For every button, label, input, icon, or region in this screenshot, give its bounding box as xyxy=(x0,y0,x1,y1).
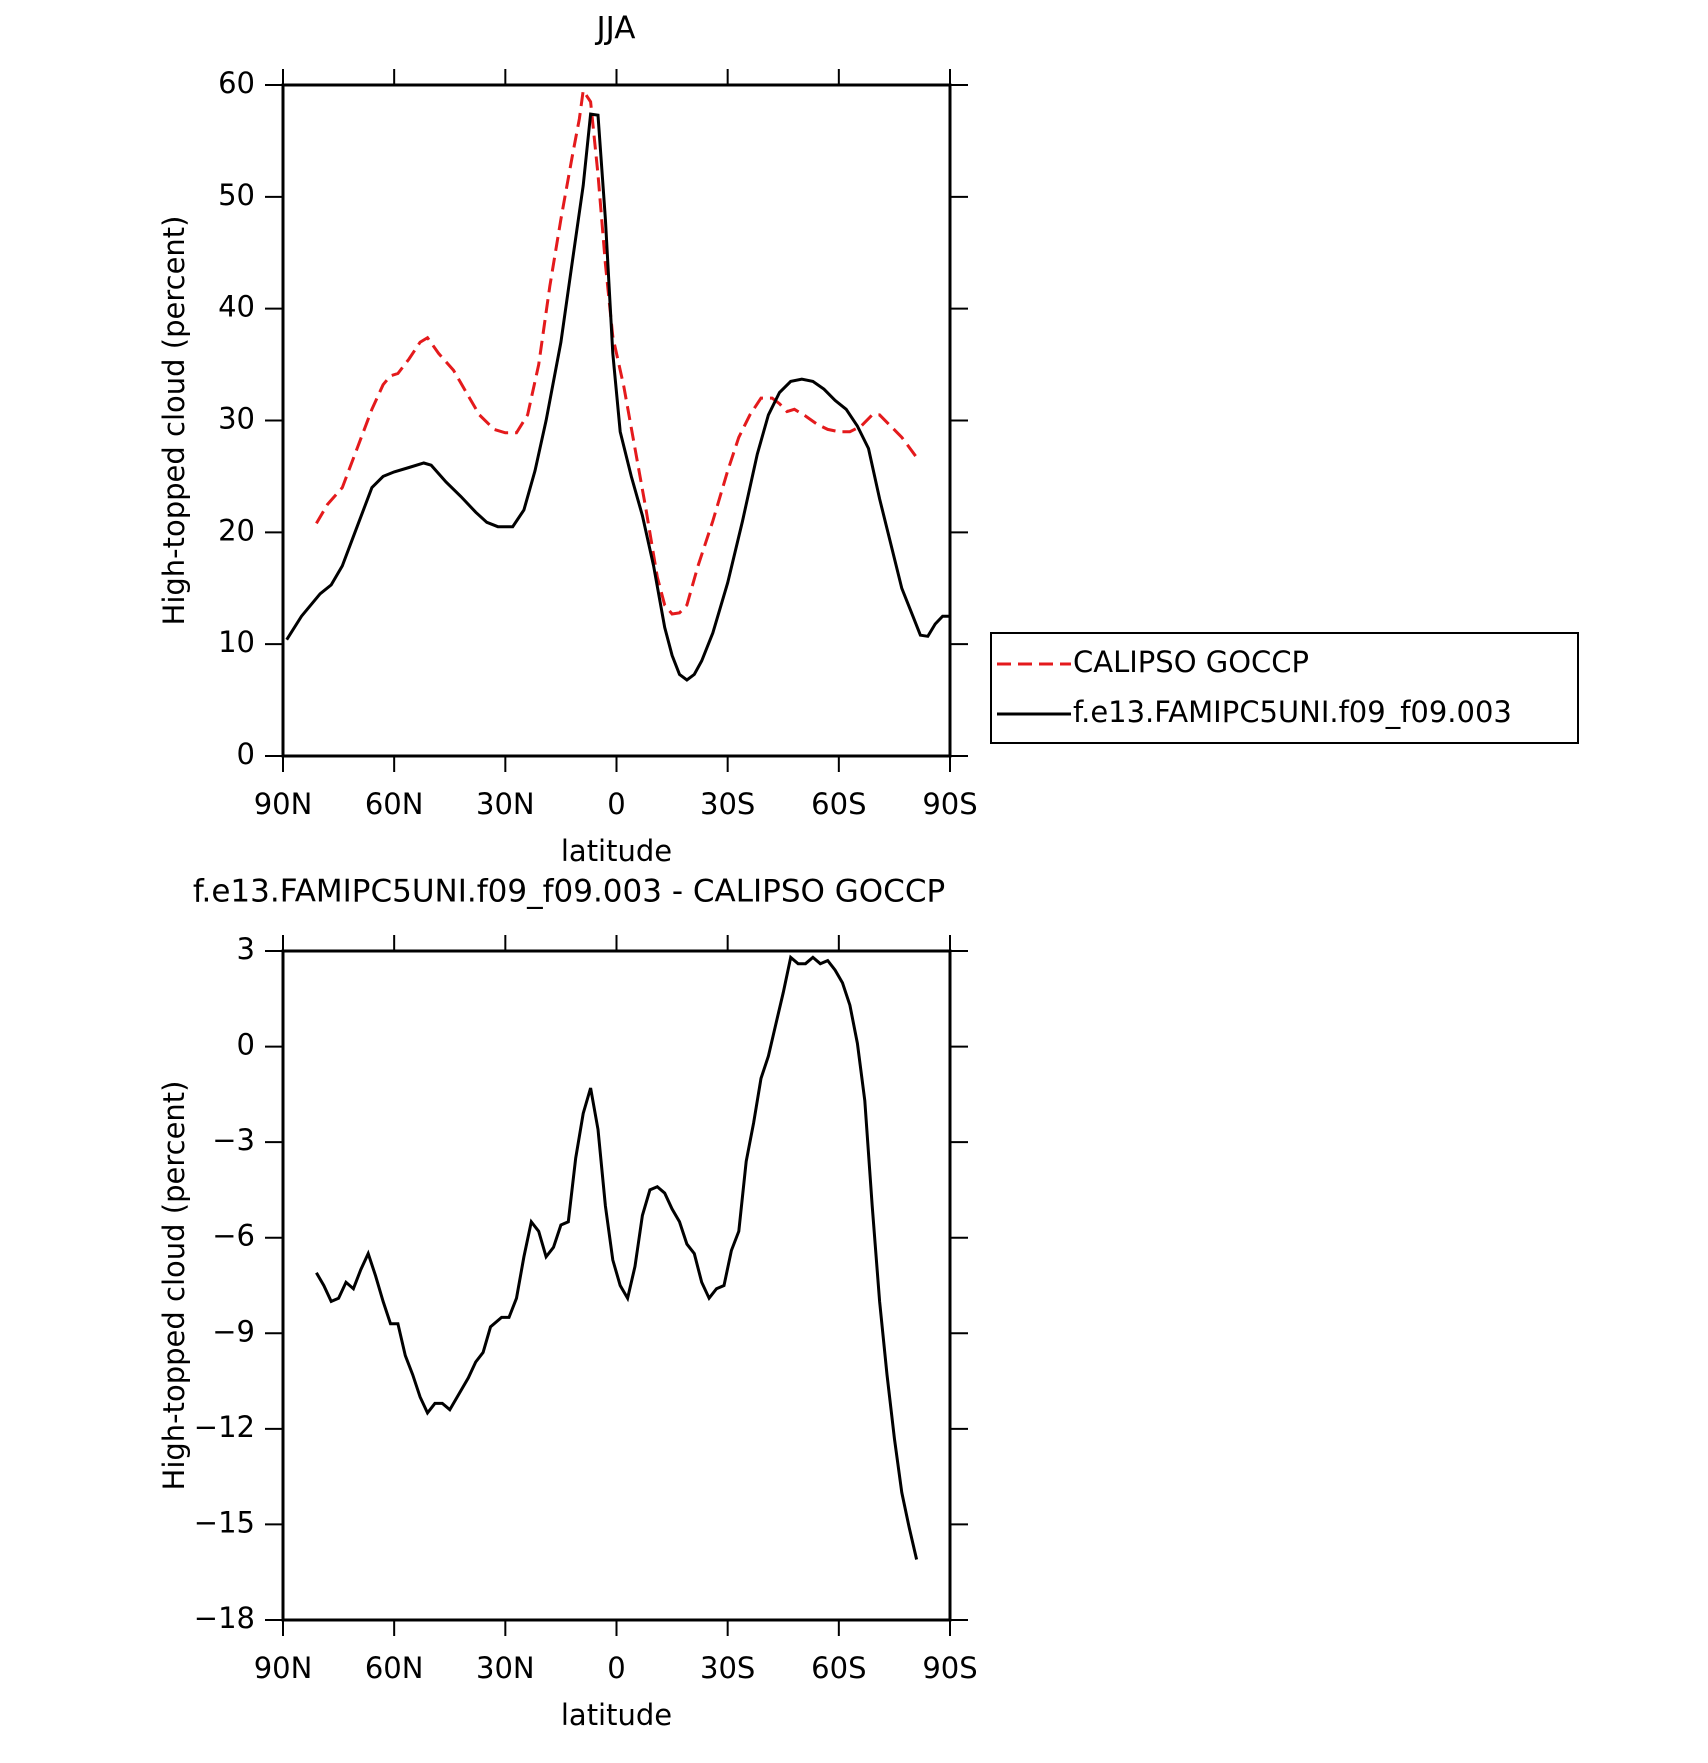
x-tick-label: 0 xyxy=(607,1651,625,1685)
data-line xyxy=(315,954,919,1560)
x-tick-label: 60S xyxy=(811,1651,866,1685)
x-tick-label: 60S xyxy=(811,787,866,821)
y-axis-label: High-topped cloud (percent) xyxy=(157,216,191,626)
x-tick-label: 0 xyxy=(607,787,625,821)
chart-title: JJA xyxy=(595,11,636,47)
x-tick-label: 30S xyxy=(700,787,755,821)
x-tick-label: 90N xyxy=(254,1651,313,1685)
y-tick-label: 0 xyxy=(237,737,255,771)
y-tick-label: −12 xyxy=(194,1410,255,1444)
y-tick-label: 60 xyxy=(218,66,255,100)
y-tick-label: −6 xyxy=(212,1219,255,1253)
y-axis-label: High-topped cloud (percent) xyxy=(157,1081,191,1491)
y-tick-label: 40 xyxy=(218,290,255,324)
plot-frame xyxy=(281,949,952,1622)
plot-frame xyxy=(281,83,952,758)
y-tick-label: 0 xyxy=(237,1028,255,1062)
x-axis-label: latitude xyxy=(561,1698,672,1732)
y-tick-label: 10 xyxy=(218,625,255,659)
x-axis-label: latitude xyxy=(561,834,672,868)
y-tick-label: 20 xyxy=(218,513,255,547)
x-tick-label: 60N xyxy=(365,1651,424,1685)
x-tick-label: 30S xyxy=(700,1651,755,1685)
data-line xyxy=(315,86,918,616)
y-tick-label: 50 xyxy=(218,178,255,212)
chart-title: f.e13.FAMIPC5UNI.f09_f09.003 - CALIPSO G… xyxy=(193,874,945,910)
x-tick-label: 90N xyxy=(254,787,313,821)
x-tick-label: 30N xyxy=(476,1651,535,1685)
x-tick-label: 30N xyxy=(476,787,535,821)
y-tick-label: −3 xyxy=(212,1123,255,1157)
y-tick-label: −18 xyxy=(194,1601,255,1635)
x-tick-label: 90S xyxy=(922,1651,977,1685)
x-tick-label: 90S xyxy=(922,787,977,821)
y-tick-label: −9 xyxy=(212,1314,255,1348)
y-tick-label: −15 xyxy=(194,1505,255,1539)
y-tick-label: 30 xyxy=(218,402,255,436)
legend-label: f.e13.FAMIPC5UNI.f09_f09.003 xyxy=(1073,695,1512,729)
legend-label: CALIPSO GOCCP xyxy=(1073,645,1309,679)
legend-box xyxy=(990,632,1579,744)
y-tick-label: 3 xyxy=(237,932,255,966)
x-tick-label: 60N xyxy=(365,787,424,821)
data-line xyxy=(285,112,950,682)
